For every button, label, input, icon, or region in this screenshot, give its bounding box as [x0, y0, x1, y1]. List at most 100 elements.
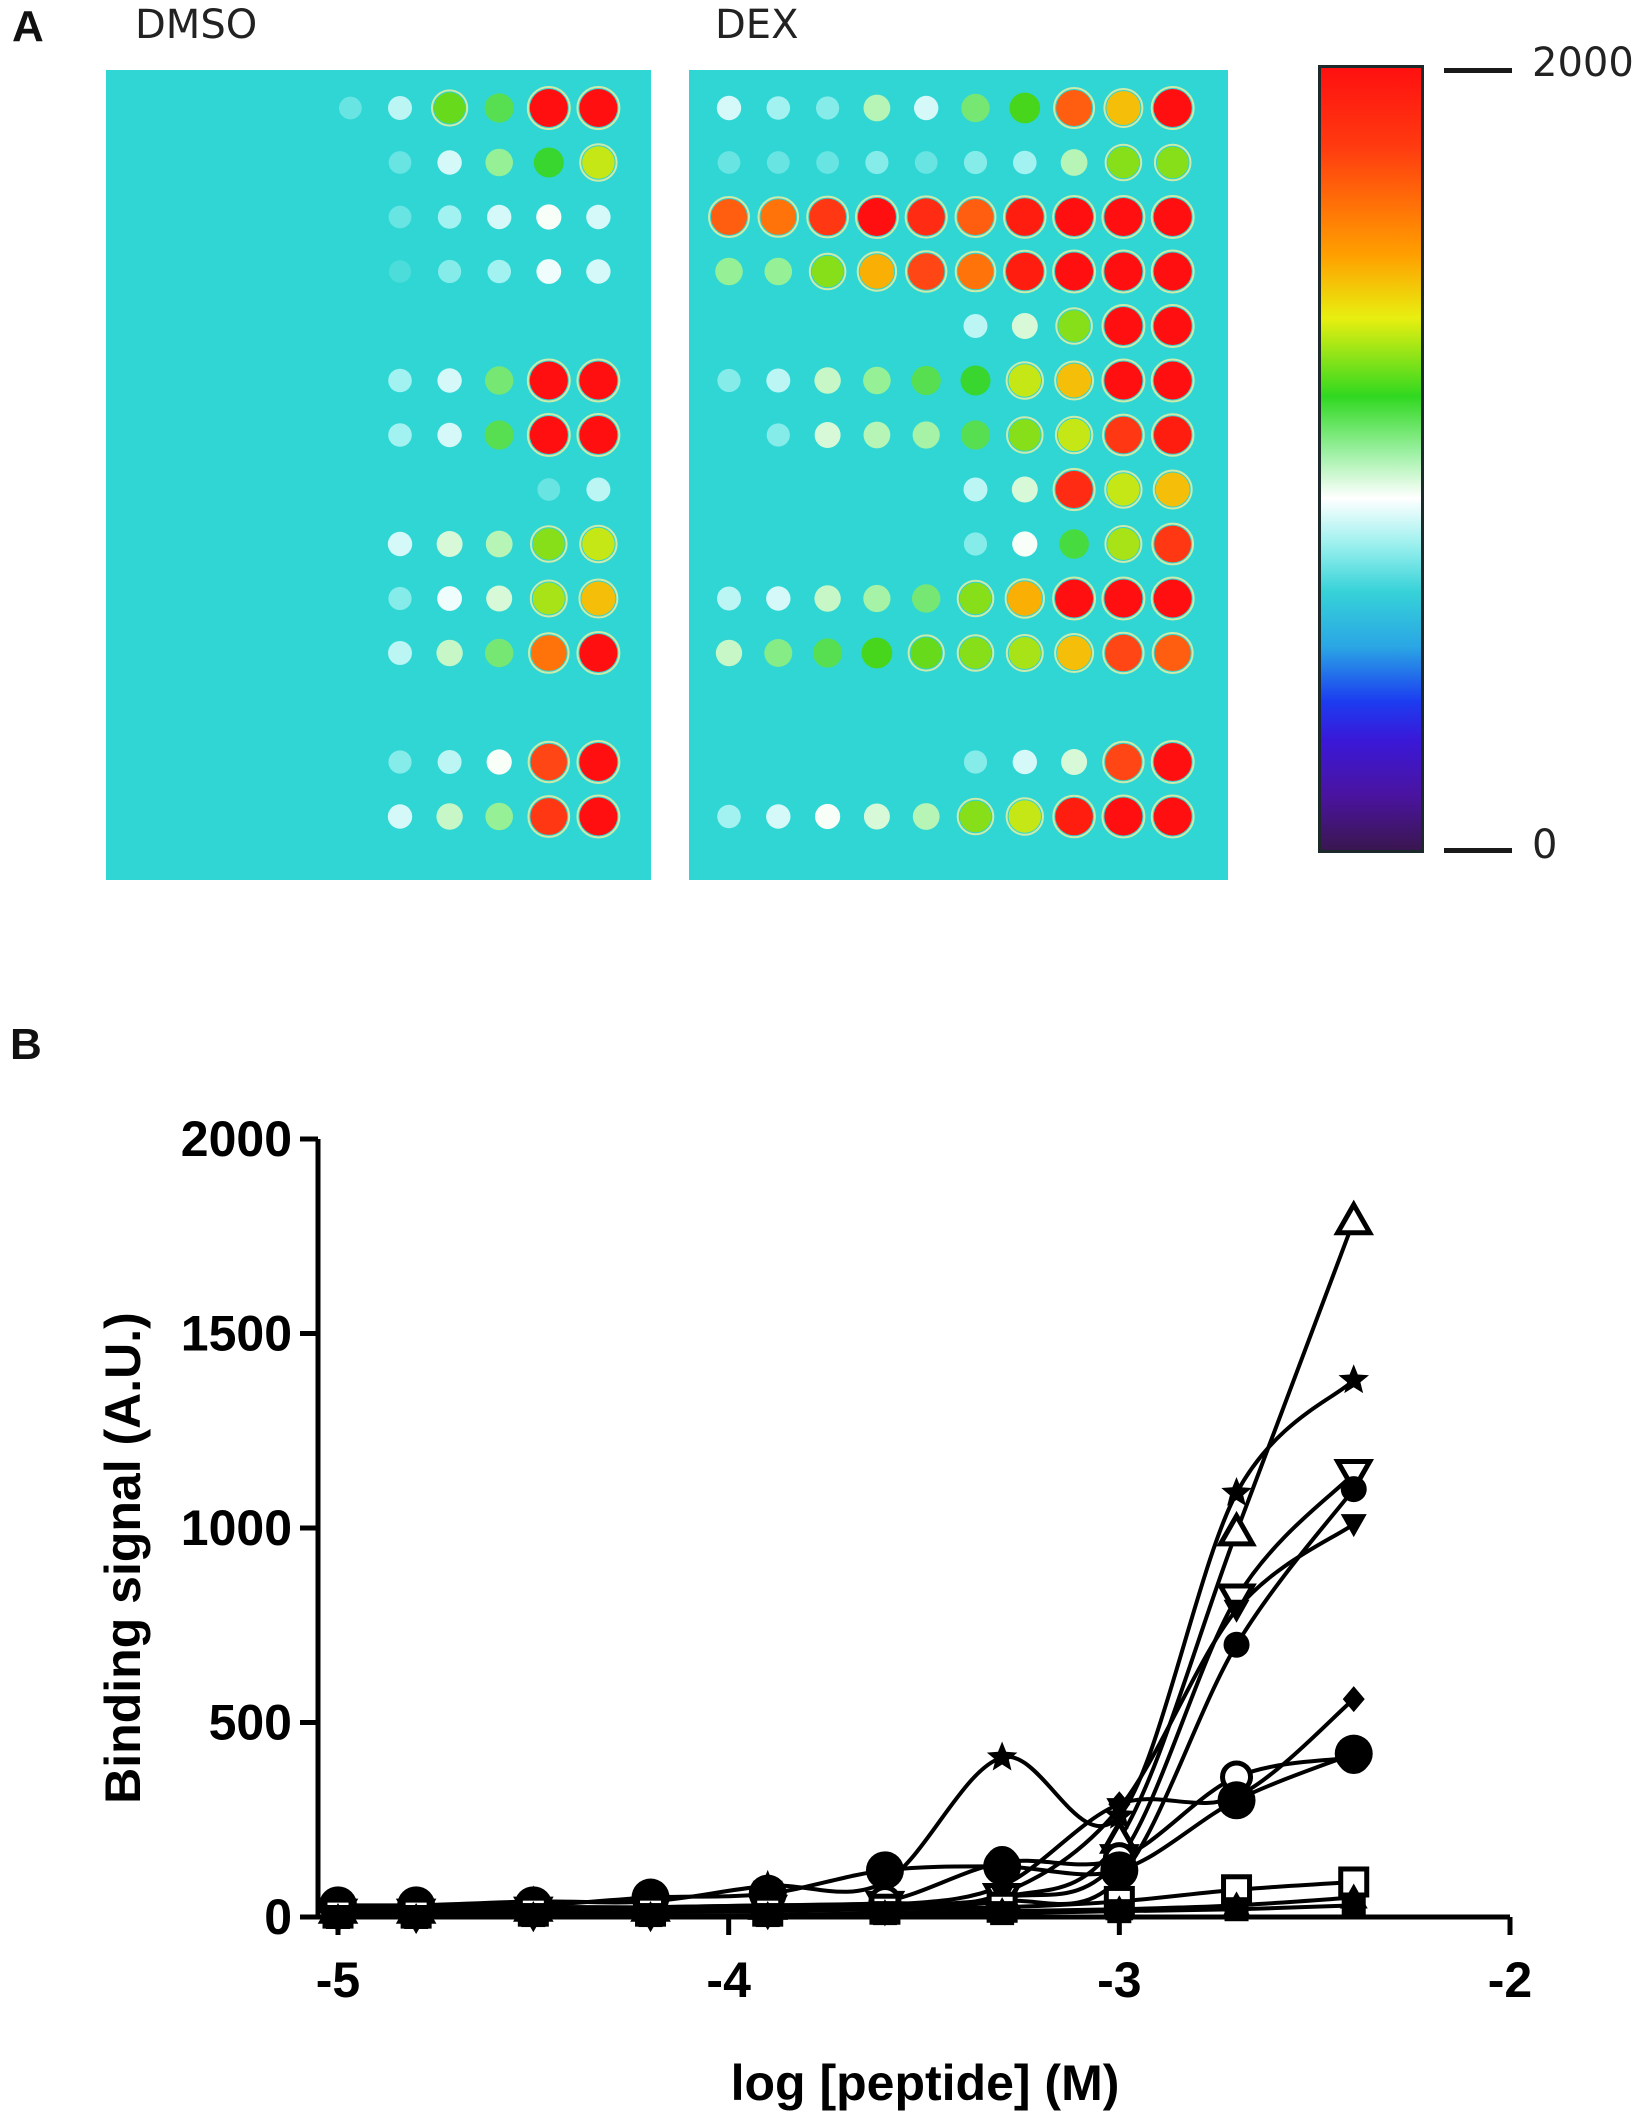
dex-spot [963, 314, 988, 338]
dex-spot-ring [1052, 249, 1097, 294]
dmso-spot-array [106, 70, 651, 880]
dmso-spot-ring [576, 358, 621, 403]
dex-spot-ring [1151, 632, 1194, 674]
dmso-spot [487, 204, 512, 230]
dex-spot-ring [1102, 631, 1145, 675]
dex-spot [863, 94, 891, 122]
dex-spot-ring [1004, 578, 1045, 619]
dmso-spot [485, 148, 513, 177]
panel-b-letter: B [10, 1020, 42, 1069]
dex-spot-ring [856, 251, 898, 292]
dex-spot [1011, 313, 1038, 339]
dmso-spot [485, 638, 514, 668]
dex-spot [1104, 579, 1143, 618]
dex-spot-ring [956, 797, 995, 836]
dex-spot-ring [1150, 195, 1195, 239]
dex-label: DEX [715, 2, 799, 48]
data-point-triangle-open [1216, 1510, 1257, 1547]
data-point-star [1338, 1364, 1369, 1394]
dmso-spot [388, 750, 412, 774]
dex-spot [1055, 579, 1094, 618]
dmso-spot [579, 797, 618, 836]
dmso-spot [339, 96, 362, 120]
x-tick-label: -2 [1488, 1952, 1532, 2008]
data-point-star [1221, 1477, 1252, 1506]
binding-curve-chart: 0 500 1000 1500 2000 -5 -4 -3 -2 Binding signal … [95, 1111, 1532, 2111]
data-point-square [1341, 1893, 1366, 1918]
dex-spot [1153, 579, 1192, 618]
dex-spot [814, 585, 841, 612]
dmso-spot-ring [576, 740, 621, 784]
dex-spot [816, 96, 840, 120]
dmso-spot-ring [576, 86, 621, 130]
dex-spot [863, 366, 891, 395]
dex-spot-ring [956, 634, 995, 672]
dex-spot [859, 254, 895, 289]
colorbar-max-label: 2000 [1532, 40, 1634, 86]
dex-spot [1106, 91, 1141, 125]
dmso-spot [537, 478, 561, 501]
dex-spot-ring [904, 195, 948, 239]
dmso-spot [579, 361, 618, 400]
data-point-triangle-down [1223, 1599, 1250, 1623]
dex-spot-ring [1151, 522, 1195, 566]
data-point-circle-large [983, 1847, 1022, 1886]
data-point-square [1107, 1899, 1132, 1924]
dex-spot [764, 257, 793, 286]
dmso-spot [579, 634, 618, 672]
dex-spot [960, 420, 991, 450]
dex-spot-array [689, 70, 1228, 880]
dex-spot [1107, 528, 1140, 560]
dmso-spot-ring [579, 524, 618, 564]
dex-spot [963, 477, 988, 502]
dex-spot-ring [1055, 307, 1093, 345]
dex-spot [863, 803, 890, 830]
dex-spot [959, 800, 992, 833]
dmso-spot [485, 530, 513, 558]
data-point-circle-small [1223, 1631, 1250, 1658]
panel-a-letter: A [12, 2, 44, 51]
dmso-spot [388, 368, 412, 393]
dmso-spot [388, 96, 412, 120]
fit-curve-square-open [337, 1879, 1354, 1916]
dex-spot-ring [1005, 361, 1044, 400]
dex-spot [814, 367, 841, 394]
dmso-spot [388, 641, 412, 665]
dex-spot-ring [1003, 249, 1047, 294]
dex-spot-ring [1003, 195, 1047, 239]
dex-spot [716, 95, 742, 121]
data-point-circle-large [1217, 1781, 1256, 1820]
dmso-spot [486, 749, 512, 775]
dex-spot [1008, 364, 1041, 397]
dex-spot [1061, 749, 1088, 775]
dex-spot [963, 150, 988, 175]
dex-spot [1007, 581, 1042, 616]
dex-spot [809, 198, 846, 236]
dex-spot-ring [1102, 413, 1145, 457]
dex-spot [1153, 361, 1192, 400]
fit-curves [337, 1219, 1356, 1920]
dex-spot [959, 637, 992, 669]
dex-spot [717, 804, 741, 829]
dex-spot [963, 532, 988, 556]
data-point-triangle-down-open [1333, 1459, 1375, 1495]
dmso-spot [533, 528, 565, 560]
y-tick-label: 2000 [181, 1111, 292, 1167]
dex-spot [766, 804, 791, 829]
dmso-spot-ring [527, 740, 570, 784]
dmso-spot [530, 743, 567, 781]
dmso-spot-ring [576, 413, 621, 457]
data-markers [317, 1199, 1375, 1935]
dex-spot [910, 637, 942, 669]
dmso-spot [436, 531, 463, 557]
dmso-spot [388, 423, 412, 447]
dex-spot-ring [1052, 794, 1096, 839]
dmso-spot [485, 366, 514, 395]
dex-spot [1107, 146, 1140, 179]
dmso-spot [388, 205, 412, 229]
dex-spot-ring [1052, 576, 1097, 621]
dmso-spot-ring [528, 632, 570, 674]
dmso-spot [437, 422, 462, 448]
data-point-square [1224, 1897, 1249, 1922]
dex-spot-ring [1104, 525, 1143, 563]
